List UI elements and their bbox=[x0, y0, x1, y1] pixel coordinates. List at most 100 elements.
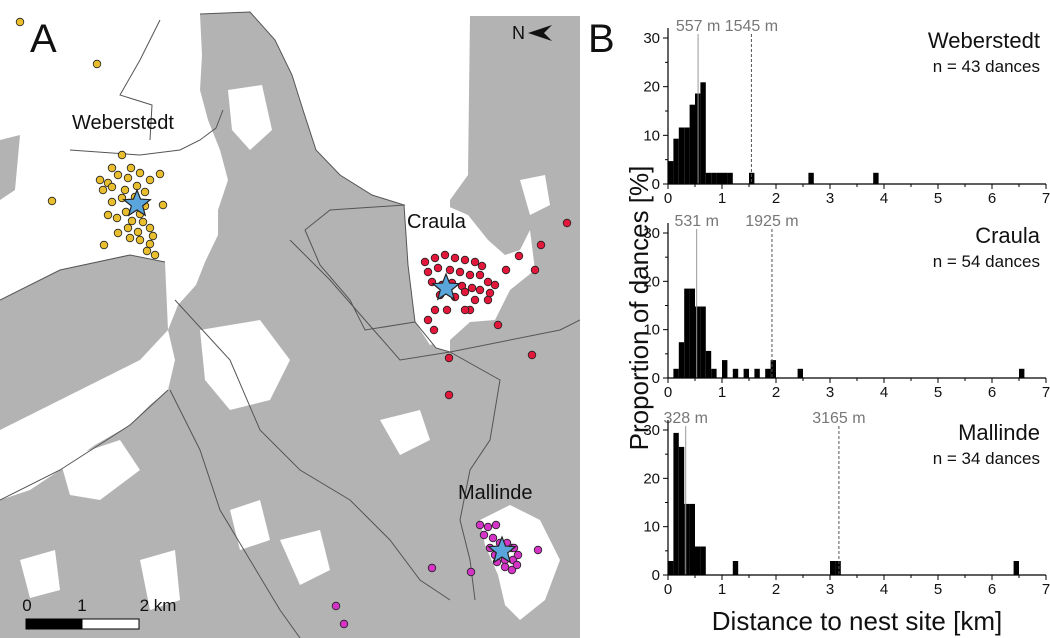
dance-point bbox=[450, 253, 460, 263]
dance-point bbox=[427, 563, 437, 573]
x-tick-label: 6 bbox=[988, 190, 996, 207]
x-tick-label: 0 bbox=[664, 581, 672, 598]
dance-point bbox=[442, 305, 452, 315]
dance-point bbox=[123, 173, 133, 183]
x-tick-label: 3 bbox=[826, 384, 834, 401]
histogram-mallinde: 328 m 3165 m 0 1 2 3 4 5 6 7 0 10 20 30 Mallinde n = 34… bbox=[643, 410, 1050, 598]
dance-point bbox=[470, 257, 480, 267]
dance-point bbox=[339, 619, 349, 629]
dance-point bbox=[530, 265, 540, 275]
dance-point bbox=[107, 163, 117, 173]
dance-point bbox=[138, 217, 148, 227]
dance-point bbox=[423, 267, 433, 277]
x-tick-label: 0 bbox=[664, 190, 672, 207]
dance-point bbox=[158, 200, 168, 210]
x-tick-label: 1 bbox=[718, 384, 726, 401]
histogram-bar bbox=[722, 172, 728, 184]
panel-a-letter: A bbox=[30, 17, 57, 61]
histogram-bar bbox=[673, 368, 679, 378]
scale-tick-0: 0 bbox=[22, 596, 31, 615]
dance-point bbox=[123, 223, 133, 233]
y-tick-label: 0 bbox=[652, 370, 660, 387]
site-label-mallinde: Mallinde bbox=[458, 482, 532, 504]
dance-point bbox=[95, 175, 105, 185]
dance-point bbox=[117, 150, 127, 160]
north-arrow-icon bbox=[528, 25, 552, 41]
histogram-bar bbox=[830, 561, 836, 575]
dance-point bbox=[103, 210, 113, 220]
dance-point bbox=[536, 240, 546, 250]
y-tick-label: 0 bbox=[652, 567, 660, 584]
dance-point bbox=[145, 175, 155, 185]
dance-locations bbox=[15, 17, 572, 629]
histogram-craula: 531 m 1925 m 0 1 2 3 4 5 6 7 0 10 20 30 Craula n = 54 d… bbox=[643, 213, 1050, 401]
y-tick-label: 10 bbox=[643, 322, 660, 339]
median-label: 531 m bbox=[674, 213, 718, 230]
histogram-bar bbox=[754, 368, 760, 378]
histogram-title: Craula bbox=[975, 223, 1041, 248]
histogram-sample-size: n = 34 dances bbox=[933, 449, 1040, 468]
dance-point bbox=[513, 550, 523, 560]
y-tick-label: 30 bbox=[643, 225, 660, 242]
scale-bar: 0 1 2 km bbox=[22, 596, 177, 630]
dance-point bbox=[440, 250, 450, 260]
dance-point bbox=[475, 285, 485, 295]
dance-point bbox=[479, 530, 489, 540]
x-tick-label: 1 bbox=[718, 190, 726, 207]
dance-point bbox=[15, 17, 25, 27]
x-tick-label: 4 bbox=[880, 581, 888, 598]
dance-point bbox=[433, 263, 443, 273]
histogram-bar bbox=[727, 172, 733, 184]
dance-point bbox=[142, 246, 152, 256]
x-tick-label: 2 bbox=[772, 581, 780, 598]
histogram-bar bbox=[716, 172, 722, 184]
histogram-bar bbox=[695, 306, 701, 378]
scale-tick-2: 2 km bbox=[140, 596, 177, 615]
dance-point bbox=[99, 240, 109, 250]
dance-point bbox=[483, 522, 493, 532]
dance-point bbox=[562, 218, 572, 228]
histogram-bar bbox=[732, 368, 739, 378]
dance-point bbox=[444, 390, 454, 400]
histogram-bar bbox=[873, 172, 879, 184]
dance-point bbox=[430, 253, 440, 263]
y-tick-label: 30 bbox=[643, 422, 660, 439]
x-tick-label: 6 bbox=[988, 581, 996, 598]
histogram-bar bbox=[705, 172, 712, 184]
x-tick-label: 6 bbox=[988, 384, 996, 401]
dance-point bbox=[135, 235, 145, 245]
dance-point bbox=[501, 265, 511, 275]
dance-point bbox=[485, 288, 495, 298]
dance-point bbox=[491, 520, 501, 530]
dance-point bbox=[127, 216, 137, 226]
histogram-bar bbox=[770, 360, 776, 378]
histogram-bar bbox=[1019, 368, 1025, 378]
nest-site-star-icon bbox=[122, 188, 152, 217]
x-tick-label: 5 bbox=[934, 190, 942, 207]
histogram-bar bbox=[743, 368, 749, 378]
x-tick-label: 0 bbox=[664, 384, 672, 401]
histogram-bar bbox=[700, 546, 706, 575]
dance-point bbox=[135, 168, 145, 178]
histogram-bar bbox=[678, 446, 685, 575]
x-tick-label: 5 bbox=[934, 384, 942, 401]
dance-point bbox=[107, 182, 117, 192]
dance-point bbox=[126, 163, 136, 173]
histogram-title: Mallinde bbox=[958, 420, 1040, 445]
x-tick-label: 4 bbox=[880, 384, 888, 401]
dance-point bbox=[331, 601, 341, 611]
dance-point bbox=[483, 295, 493, 305]
dance-point bbox=[113, 228, 123, 238]
dance-point bbox=[112, 213, 122, 223]
dance-point bbox=[120, 185, 130, 195]
p95-label: 1545 m bbox=[725, 18, 778, 35]
dance-point bbox=[145, 239, 155, 249]
y-tick-label: 20 bbox=[643, 273, 660, 290]
dance-point bbox=[420, 257, 430, 267]
dance-point bbox=[423, 315, 433, 325]
dance-point bbox=[460, 305, 470, 315]
x-tick-label: 2 bbox=[772, 384, 780, 401]
histogram-bar bbox=[684, 503, 690, 575]
dance-point bbox=[460, 255, 470, 265]
histogram-bar bbox=[797, 368, 803, 378]
